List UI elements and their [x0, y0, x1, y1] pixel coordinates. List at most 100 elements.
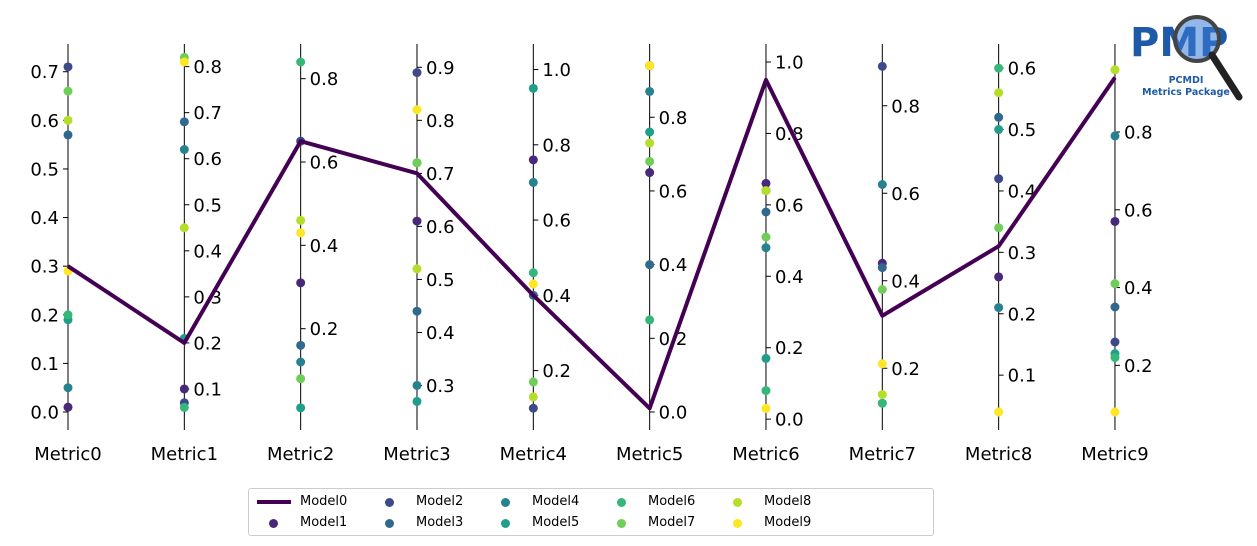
data-point [645, 156, 655, 166]
data-point [179, 145, 189, 154]
logo-line2: Metrics Package [1142, 87, 1230, 98]
axis-name: Metric2 [267, 444, 334, 465]
legend-marker-swatch [733, 518, 742, 528]
data-point [63, 86, 73, 96]
tick-label: 0.0 [659, 403, 688, 424]
tick-label: 0.2 [1008, 304, 1037, 325]
axis-metric8: 0.1 0.2 0.3 0.4 0.5 0.6 Metric8 [965, 44, 1036, 465]
tick-label: 0.4 [1008, 181, 1037, 202]
data-point [645, 260, 655, 270]
legend-label: Model6 [648, 494, 696, 509]
series-model6 [63, 57, 1120, 412]
data-point [1110, 407, 1120, 417]
data-point [296, 403, 306, 413]
axis-name: Metric0 [34, 444, 101, 465]
tick-label: 0.5 [426, 270, 455, 291]
data-point [63, 115, 73, 125]
data-point [761, 353, 771, 363]
tick-label: 0.9 [426, 58, 455, 79]
tick-label: 0.6 [775, 195, 804, 216]
tick-label: 0.6 [659, 181, 688, 202]
legend-label: Model3 [416, 515, 464, 530]
data-point [528, 392, 538, 402]
legend-marker-swatch [617, 518, 626, 528]
tick-label: 0.2 [891, 359, 920, 380]
magnifier-lens [1173, 15, 1221, 63]
tick-label: 0.1 [30, 354, 59, 375]
tick-label: 0.3 [1008, 243, 1037, 264]
legend-label: Model8 [764, 494, 812, 509]
data-point [877, 180, 887, 189]
pmp-logo: PMP PCMDI Metrics Package [1130, 15, 1243, 101]
tick-label: 0.4 [659, 255, 688, 276]
tick-label: 0.5 [30, 159, 59, 180]
data-point [528, 268, 538, 278]
tick-label: 0.3 [30, 257, 59, 278]
legend-marker-swatch [385, 518, 394, 528]
tick-label: 0.8 [193, 57, 222, 78]
tick-label: 0.6 [30, 111, 59, 132]
data-point [528, 83, 538, 93]
data-point [877, 398, 887, 408]
data-point [296, 215, 306, 225]
tick-label: 0.8 [891, 96, 920, 117]
data-point [179, 384, 189, 394]
data-point [528, 155, 538, 165]
legend-marker-swatch [733, 497, 742, 507]
data-point [645, 127, 655, 137]
tick-label: 0.4 [310, 236, 339, 257]
data-point [877, 390, 887, 399]
axis-name: Metric3 [383, 444, 450, 465]
legend-marker-swatch [501, 497, 510, 507]
data-point [1110, 337, 1120, 347]
series-model0-line [66, 76, 1117, 411]
tick-label: 0.5 [193, 195, 222, 216]
data-point [412, 68, 422, 78]
data-point [761, 403, 771, 413]
tick-label: 0.2 [193, 333, 222, 354]
series-model7 [63, 52, 1120, 387]
tick-label: 0.7 [193, 103, 222, 124]
tick-label: 0.5 [1008, 120, 1037, 141]
series-model9 [63, 57, 1120, 417]
axis-metric3: 0.3 0.4 0.5 0.6 0.7 0.8 0.9 Metric3 [383, 44, 455, 465]
data-point [296, 228, 306, 238]
data-point [645, 86, 655, 96]
axis-name: Metric1 [151, 444, 218, 465]
data-point [1110, 216, 1120, 226]
axis-metric4: 0.2 0.4 0.6 0.8 1.0 Metric4 [500, 44, 571, 465]
data-point [63, 62, 73, 72]
data-point [179, 57, 189, 67]
data-point [994, 303, 1004, 313]
tick-label: 0.6 [193, 149, 222, 170]
legend-marker-swatch [385, 497, 394, 507]
tick-label: 1.0 [542, 60, 571, 81]
axis-name: Metric8 [965, 444, 1032, 465]
axis-metric7: 0.2 0.4 0.6 0.8 Metric7 [849, 44, 920, 465]
legend-marker-swatch [269, 518, 278, 528]
legend-marker-swatch [501, 518, 510, 528]
data-point [1110, 65, 1120, 75]
data-point [994, 174, 1004, 184]
tick-label: 0.6 [891, 184, 920, 205]
data-point [63, 383, 73, 393]
tick-label: 0.4 [30, 208, 59, 229]
data-point [761, 232, 771, 242]
tick-label: 0.3 [426, 376, 455, 397]
data-point [994, 407, 1004, 417]
legend-label: Model4 [532, 494, 580, 509]
data-point [761, 243, 771, 253]
data-point [1110, 279, 1120, 289]
tick-label: 0.6 [1124, 200, 1153, 221]
tick-label: 0.0 [775, 410, 804, 431]
axis-name: Metric7 [849, 444, 916, 465]
data-point [877, 359, 887, 369]
tick-label: 0.1 [193, 379, 222, 400]
data-point [994, 88, 1004, 98]
legend-label: Model1 [300, 515, 348, 530]
data-point [63, 402, 73, 412]
data-point [296, 340, 306, 350]
data-point [1110, 302, 1120, 312]
